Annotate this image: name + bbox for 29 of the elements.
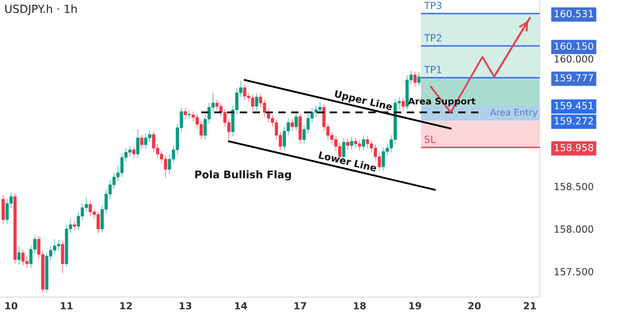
annotation: Pola Bullish Flag xyxy=(195,170,291,180)
y-tick-label: 157.500 xyxy=(554,268,594,276)
ref-line-label: TP2 xyxy=(424,34,442,42)
band-label: Area Entry xyxy=(490,108,538,118)
x-tick-label: 21 xyxy=(524,302,536,310)
x-tick-label: 13 xyxy=(180,302,192,310)
y-tick-label: 159.272 xyxy=(554,117,593,125)
y-tick-label: 158.500 xyxy=(554,182,594,190)
annotation: Upper Line xyxy=(334,90,393,112)
y-tick-label: 159.451 xyxy=(554,102,593,110)
x-tick-label: 19 xyxy=(409,302,422,310)
y-tick-label: 158.000 xyxy=(554,225,594,233)
x-tick-label: 20 xyxy=(468,302,481,310)
x-tick-label: 10 xyxy=(5,302,18,310)
y-tick-label: 158.958 xyxy=(554,144,594,152)
x-tick-label: 17 xyxy=(294,302,306,310)
x-tick-label: 11 xyxy=(60,302,73,310)
annotation: Lower Line xyxy=(318,151,378,172)
y-tick-label: 160.000 xyxy=(554,55,594,63)
y-tick-label: 159.777 xyxy=(554,74,594,82)
chart-title: USDJPY.h · 1h xyxy=(5,4,77,16)
x-tick-label: 12 xyxy=(120,302,132,310)
y-tick-label: 160.531 xyxy=(554,10,593,18)
ref-line-label: TP3 xyxy=(424,2,442,10)
ref-line-label: TP1 xyxy=(424,66,442,74)
x-tick-label: 18 xyxy=(354,302,366,310)
x-tick-label: 14 xyxy=(235,302,248,310)
y-tick-label: 160.150 xyxy=(554,42,594,50)
ref-line-label: SL xyxy=(424,136,436,143)
